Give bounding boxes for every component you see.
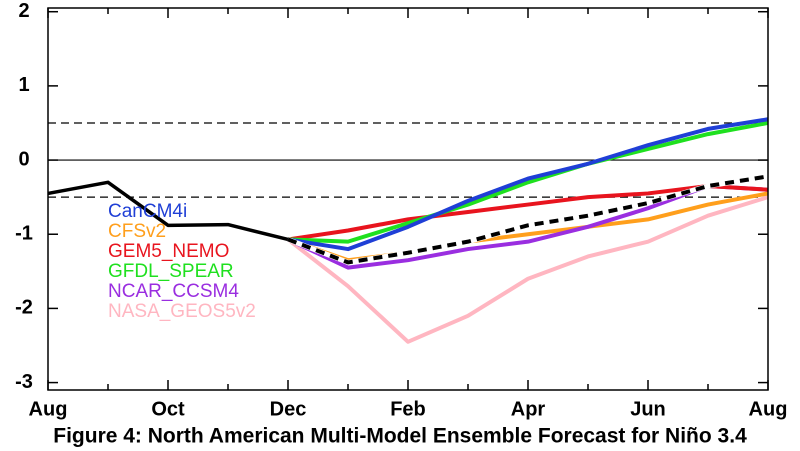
x-tick-label: Dec <box>270 398 307 420</box>
x-tick-label: Oct <box>151 398 185 420</box>
observed-line <box>47 180 289 242</box>
legend-entry: CanCM4i <box>108 201 187 222</box>
y-tick-label: 0 <box>18 148 29 170</box>
series-line <box>286 195 769 344</box>
legend-entry: GEM5_NEMO <box>108 241 229 262</box>
x-tick-label: Jun <box>630 398 666 420</box>
plot-frame <box>47 7 769 391</box>
series-line <box>287 117 769 252</box>
series-line <box>287 184 769 242</box>
chart-title: Figure 4: North American Multi-Model Ens… <box>53 425 747 448</box>
ensemble-mean-line <box>287 174 769 265</box>
legend-entry: NASA_GEOS5v2 <box>108 301 256 322</box>
x-tick-label: Aug <box>29 398 68 420</box>
legend-entry: CFSv2 <box>108 221 166 242</box>
y-tick-label: -1 <box>15 223 33 245</box>
y-tick-label: -2 <box>15 297 33 319</box>
y-tick-label: 2 <box>18 0 29 22</box>
y-tick-label: -3 <box>15 371 33 393</box>
x-tick-label: Aug <box>749 398 788 420</box>
x-tick-label: Apr <box>511 398 546 420</box>
legend-entry: GFDL_SPEAR <box>108 261 234 282</box>
series-line <box>287 121 769 244</box>
x-tick-label: Feb <box>390 398 426 420</box>
legend-entry: NCAR_CCSM4 <box>108 281 239 302</box>
y-tick-label: 1 <box>18 74 29 96</box>
